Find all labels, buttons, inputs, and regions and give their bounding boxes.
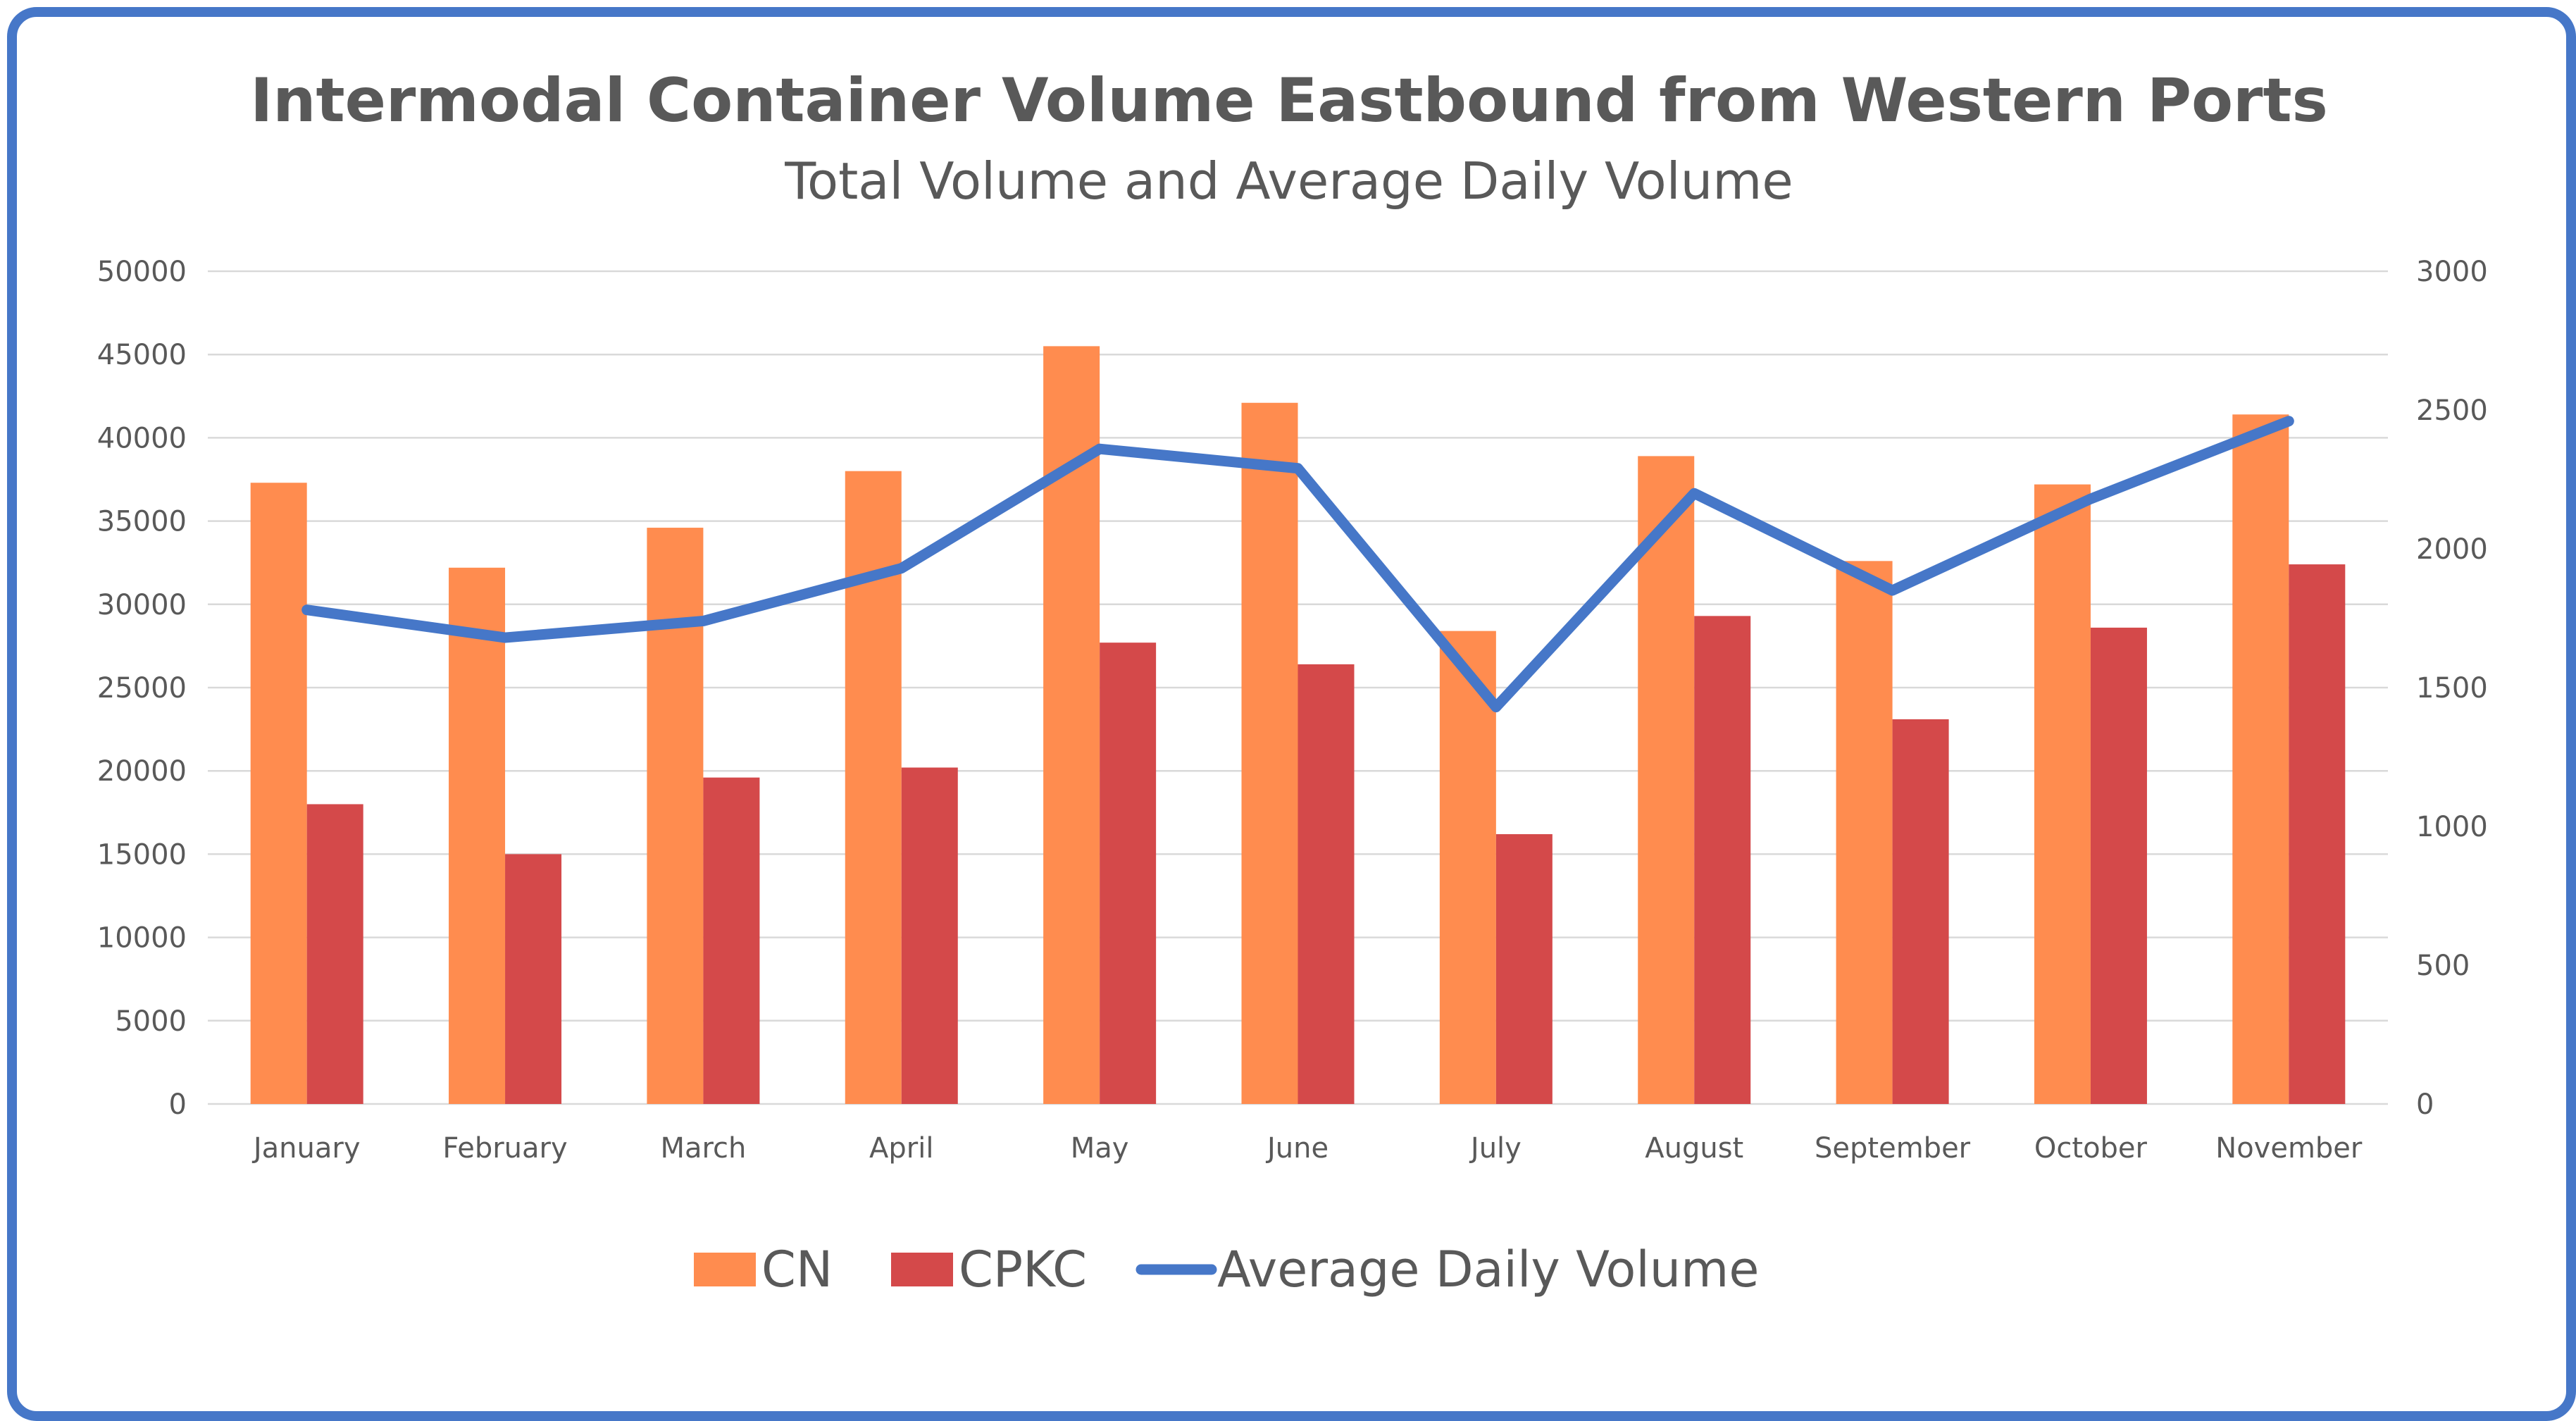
legend-swatch-cpkc	[891, 1253, 953, 1286]
bar-cn	[647, 528, 704, 1104]
left-tick-label: 35000	[97, 506, 187, 538]
right-tick-label: 0	[2416, 1088, 2434, 1121]
x-tick-label: May	[1071, 1132, 1129, 1165]
x-axis: January February March April May June July Augu…	[251, 1132, 2363, 1165]
x-tick-label: February	[442, 1132, 567, 1165]
bar-cn	[1439, 631, 1496, 1104]
x-tick-label: September	[1815, 1132, 1971, 1165]
right-tick-label: 1000	[2416, 811, 2488, 843]
bar-cn	[449, 567, 506, 1104]
x-tick-label: October	[2034, 1132, 2148, 1165]
right-tick-label: 500	[2416, 950, 2470, 982]
chart-title: Intermodal Container Volume Eastbound fr…	[250, 66, 2328, 136]
right-tick-label: 2500	[2416, 395, 2488, 427]
bar-cpkc	[703, 777, 760, 1104]
bar-cpkc	[1495, 834, 1553, 1104]
bar-cn	[2232, 414, 2289, 1104]
right-tick-label: 1500	[2416, 672, 2488, 705]
right-tick-label: 2000	[2416, 533, 2488, 566]
left-tick-label: 20000	[97, 755, 187, 788]
chart-subtitle: Total Volume and Average Daily Volume	[784, 151, 1793, 211]
left-tick-label: 5000	[115, 1005, 187, 1038]
bar-cpkc	[2090, 627, 2147, 1104]
bar-cpkc	[901, 767, 958, 1104]
bar-cpkc	[2289, 564, 2346, 1104]
left-tick-label: 50000	[97, 256, 187, 288]
average-daily-volume-line	[301, 416, 2294, 713]
left-axis: 0 5000 10000 15000 20000 25000 30000 35000 40000…	[97, 256, 187, 1121]
bar-cn	[1241, 402, 1298, 1104]
left-tick-label: 0	[169, 1088, 187, 1121]
legend-swatch-cn	[694, 1253, 756, 1286]
legend: CN CPKC Average Daily Volume	[694, 1241, 1759, 1298]
legend-label-average-daily-volume: Average Daily Volume	[1217, 1241, 1759, 1298]
x-tick-label: November	[2215, 1132, 2363, 1165]
x-tick-label: August	[1645, 1132, 1743, 1165]
x-tick-label: July	[1469, 1132, 1522, 1165]
legend-label-cn: CN	[761, 1241, 833, 1298]
left-tick-label: 40000	[97, 422, 187, 454]
bar-cpkc	[306, 804, 363, 1104]
left-tick-label: 45000	[97, 339, 187, 371]
bar-cpkc	[505, 854, 562, 1104]
bar-cpkc	[1298, 664, 1355, 1104]
bar-cn	[2034, 484, 2091, 1104]
x-tick-label: April	[869, 1132, 933, 1165]
bar-cn	[250, 483, 307, 1104]
bar-cn	[1638, 456, 1695, 1104]
bar-cn	[1836, 561, 1893, 1104]
bars	[250, 346, 2346, 1104]
left-tick-label: 25000	[97, 672, 187, 705]
left-tick-label: 15000	[97, 838, 187, 871]
bar-cpkc	[1100, 643, 1157, 1104]
right-tick-label: 3000	[2416, 256, 2488, 288]
bar-cpkc	[1892, 719, 1949, 1104]
bar-cpkc	[1694, 616, 1751, 1104]
x-tick-label: March	[660, 1132, 746, 1165]
x-tick-label: June	[1265, 1132, 1329, 1165]
right-axis: 0 500 1000 1500 2000 2500 3000	[2416, 256, 2488, 1121]
x-tick-label: January	[251, 1132, 361, 1165]
left-tick-label: 10000	[97, 922, 187, 955]
legend-label-cpkc: CPKC	[959, 1241, 1087, 1298]
average-daily-volume-line-group	[301, 416, 2294, 713]
left-tick-label: 30000	[97, 589, 187, 621]
